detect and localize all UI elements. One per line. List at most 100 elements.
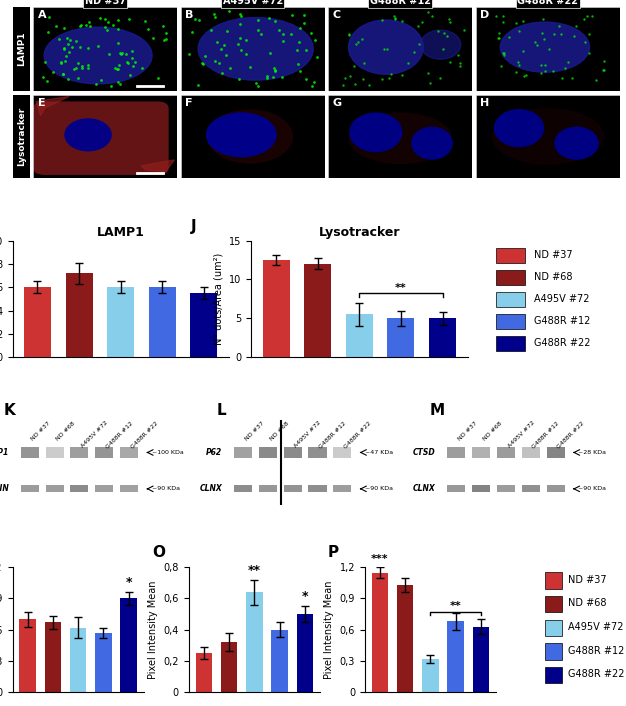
Bar: [333, 447, 351, 458]
Point: [309, 76, 319, 88]
Point: [511, 18, 521, 29]
Text: G488R #22: G488R #22: [568, 669, 624, 679]
Point: [265, 47, 275, 59]
Text: **: **: [248, 563, 261, 577]
Point: [113, 23, 123, 35]
Point: [274, 25, 284, 36]
Point: [158, 34, 168, 45]
Point: [117, 47, 127, 59]
Point: [193, 14, 203, 25]
Point: [379, 44, 389, 55]
Bar: [263, 260, 290, 357]
Point: [93, 40, 103, 52]
Bar: [545, 643, 562, 659]
Point: [582, 11, 592, 22]
Bar: [66, 273, 93, 357]
Point: [292, 44, 302, 56]
Text: M: M: [430, 403, 445, 418]
Text: ND #68: ND #68: [56, 420, 76, 441]
Point: [103, 49, 113, 60]
Point: [299, 9, 309, 20]
Ellipse shape: [555, 127, 598, 159]
Point: [210, 56, 220, 67]
Bar: [46, 486, 64, 492]
Text: ND #68: ND #68: [534, 272, 573, 282]
Text: A: A: [38, 11, 46, 20]
Point: [423, 67, 433, 78]
Point: [253, 25, 263, 36]
Point: [197, 57, 207, 68]
Point: [413, 20, 423, 32]
Ellipse shape: [412, 127, 452, 159]
Point: [115, 47, 125, 59]
Title: ND #37: ND #37: [85, 0, 126, 6]
Point: [433, 25, 443, 37]
Point: [414, 38, 424, 49]
Text: L: L: [217, 403, 227, 418]
Text: K: K: [4, 403, 15, 418]
Polygon shape: [36, 97, 69, 116]
Text: E: E: [38, 98, 45, 108]
Point: [212, 36, 222, 47]
Text: ND #37: ND #37: [534, 249, 573, 260]
Point: [364, 80, 374, 91]
Point: [377, 15, 387, 26]
Bar: [496, 336, 525, 352]
Bar: [309, 486, 327, 492]
Point: [110, 62, 120, 73]
Point: [113, 76, 123, 88]
Point: [384, 73, 394, 84]
Point: [236, 44, 246, 56]
Bar: [271, 630, 288, 692]
Point: [59, 42, 69, 54]
Point: [60, 55, 70, 66]
Point: [58, 68, 68, 80]
Point: [540, 33, 550, 44]
Point: [225, 62, 235, 73]
Point: [51, 20, 61, 31]
Point: [198, 58, 208, 69]
Ellipse shape: [207, 113, 276, 157]
Point: [459, 25, 469, 36]
Point: [494, 28, 504, 39]
Point: [538, 13, 548, 25]
Text: G488R #12: G488R #12: [568, 646, 624, 656]
Text: CLNX: CLNX: [200, 484, 222, 493]
Bar: [496, 292, 525, 307]
Point: [514, 60, 524, 71]
Point: [140, 16, 150, 27]
Text: ~90 KDa: ~90 KDa: [365, 486, 393, 491]
Point: [158, 20, 168, 31]
Bar: [246, 592, 262, 692]
Point: [444, 13, 454, 24]
Bar: [304, 264, 331, 357]
Text: A495V #72: A495V #72: [568, 622, 623, 632]
Ellipse shape: [495, 109, 543, 147]
Ellipse shape: [207, 109, 293, 164]
Title: G488R #12: G488R #12: [370, 0, 431, 6]
Point: [587, 11, 597, 22]
Point: [214, 57, 224, 68]
Point: [550, 28, 560, 40]
Point: [424, 77, 434, 88]
Text: A495V #72: A495V #72: [507, 420, 535, 449]
Bar: [284, 486, 302, 492]
Point: [76, 19, 86, 30]
Point: [71, 35, 81, 47]
Point: [498, 47, 508, 58]
Point: [439, 28, 449, 39]
Text: **: **: [395, 282, 407, 293]
Point: [286, 28, 296, 40]
Point: [569, 31, 579, 42]
Point: [345, 71, 355, 82]
Text: G488R #12: G488R #12: [319, 420, 347, 449]
Point: [299, 17, 309, 28]
Point: [241, 35, 251, 46]
Point: [78, 60, 88, 71]
Point: [237, 10, 247, 21]
Bar: [284, 447, 302, 458]
Text: G488R #22: G488R #22: [557, 420, 585, 450]
Point: [69, 64, 79, 75]
Point: [270, 16, 280, 27]
Point: [187, 27, 197, 38]
